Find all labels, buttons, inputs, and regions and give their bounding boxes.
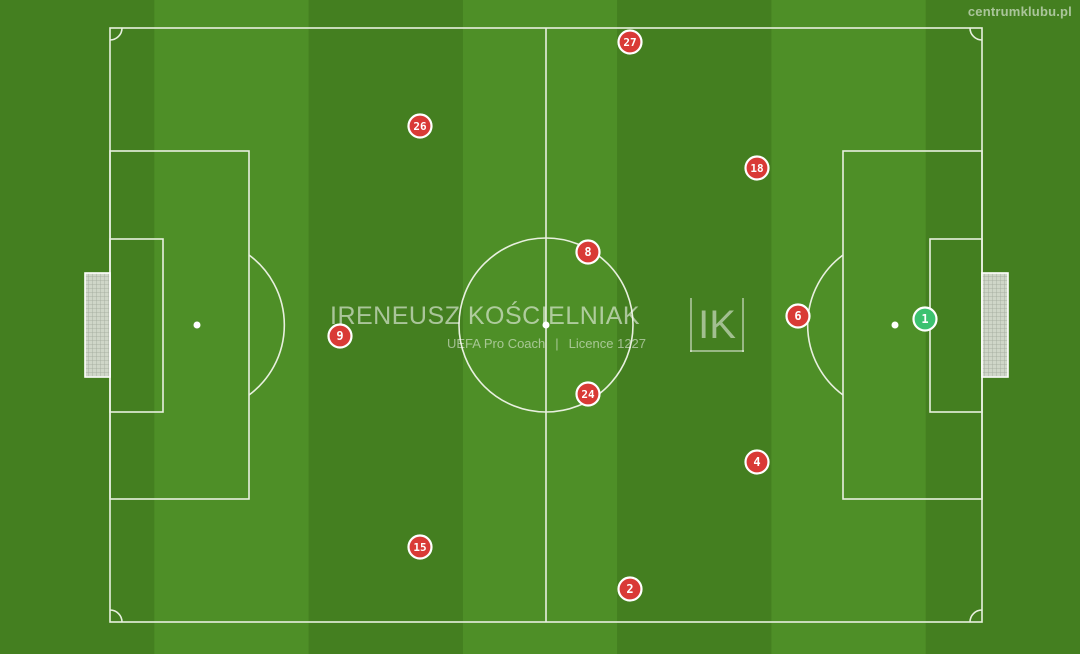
player-marker[interactable]: 24 <box>575 381 601 407</box>
player-circle <box>327 323 353 349</box>
corner-arc-top-left <box>109 27 123 41</box>
player-marker[interactable]: 18 <box>744 155 770 181</box>
left-goal-net <box>84 272 111 378</box>
player-marker[interactable]: 15 <box>407 534 433 560</box>
corner-arc-top-right <box>969 27 983 41</box>
center-spot <box>542 321 550 329</box>
corner-arc-bottom-left <box>109 609 123 623</box>
player-marker[interactable]: 26 <box>407 113 433 139</box>
player-marker[interactable]: 2 <box>617 576 643 602</box>
coach-role: UEFA Pro Coach <box>447 336 546 351</box>
right-penalty-arc <box>806 254 844 396</box>
goalkeeper-marker[interactable]: 1 <box>912 306 938 332</box>
right-penalty-spot <box>891 321 899 329</box>
player-marker[interactable]: 8 <box>575 239 601 265</box>
player-circle <box>407 113 433 139</box>
player-circle <box>744 449 770 475</box>
player-number: 9 <box>336 329 343 343</box>
player-circle <box>407 534 433 560</box>
coach-credentials: UEFA Pro Coach | Licence 1227 <box>447 336 646 351</box>
player-circle <box>575 381 601 407</box>
coach-logo: IK <box>690 298 744 352</box>
player-number: 6 <box>794 309 801 323</box>
player-marker[interactable]: 6 <box>785 303 811 329</box>
coach-name: IRENEUSZ KOŚCIELNIAK <box>330 302 641 330</box>
left-penalty-arc <box>248 254 286 396</box>
player-number: 4 <box>753 455 760 469</box>
player-number: 15 <box>413 541 426 554</box>
player-marker[interactable]: 4 <box>744 449 770 475</box>
player-marker[interactable]: 27 <box>617 29 643 55</box>
player-number: 18 <box>750 162 763 175</box>
grass-stripe <box>462 0 619 654</box>
player-circle <box>912 306 938 332</box>
coach-logo-text: IK <box>698 302 736 347</box>
player-marker[interactable]: 9 <box>327 323 353 349</box>
credentials-separator: | <box>555 336 559 351</box>
grass-stripe <box>617 0 773 654</box>
center-circle <box>458 237 634 413</box>
player-number: 27 <box>623 36 636 49</box>
grass-stripe <box>154 0 310 654</box>
left-penalty-spot <box>193 321 201 329</box>
corner-arc-bottom-right <box>969 609 983 623</box>
player-circle <box>744 155 770 181</box>
player-number: 24 <box>581 388 595 401</box>
player-number: 2 <box>626 582 633 596</box>
player-number: 1 <box>921 312 928 326</box>
players-layer: 27 26 18 8 9 6 1 24 4 15 2 <box>327 29 938 602</box>
player-circle <box>617 29 643 55</box>
player-circle <box>785 303 811 329</box>
player-circle <box>575 239 601 265</box>
coach-licence: Licence 1227 <box>568 336 647 351</box>
player-circle <box>617 576 643 602</box>
grass-stripe <box>0 0 156 654</box>
site-watermark[interactable]: centrumklubu.pl <box>967 4 1072 19</box>
right-goal-net <box>981 272 1009 378</box>
player-number: 8 <box>584 245 591 259</box>
player-number: 26 <box>413 120 427 133</box>
